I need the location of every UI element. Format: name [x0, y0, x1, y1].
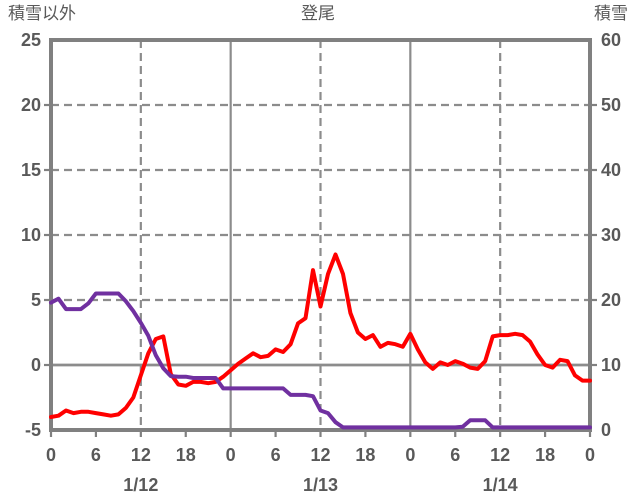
left-axis-tick-label: 15 — [21, 160, 41, 180]
right-axis-tick-label: 60 — [601, 30, 621, 50]
x-axis-tick-label: 12 — [490, 445, 510, 465]
left-axis-tick-label: 5 — [31, 290, 41, 310]
plot-frame — [49, 38, 592, 432]
x-axis-tick-label: 6 — [450, 445, 460, 465]
right-axis-tick-label: 20 — [601, 290, 621, 310]
x-axis-tick-label: 0 — [226, 445, 236, 465]
date-label: 1/13 — [303, 475, 338, 495]
right-axis-tick-label: 40 — [601, 160, 621, 180]
right-axis-title: 積雪 — [594, 4, 628, 23]
date-label: 1/14 — [483, 475, 518, 495]
x-axis-tick-label: 18 — [355, 445, 375, 465]
x-axis-tick-label: 6 — [271, 445, 281, 465]
left-axis-tick-label: 20 — [21, 95, 41, 115]
chart-title: 登尾 — [301, 4, 335, 23]
x-axis-tick-label: 18 — [535, 445, 555, 465]
right-axis-tick-label: 0 — [601, 420, 611, 440]
right-axis-tick-label: 30 — [601, 225, 621, 245]
left-axis-tick-label: 0 — [31, 355, 41, 375]
left-axis-tick-label: 25 — [21, 30, 41, 50]
x-axis-tick-label: 12 — [310, 445, 330, 465]
left-axis-title: 積雪以外 — [8, 4, 76, 23]
x-axis-tick-label: 0 — [46, 445, 56, 465]
right-axis-tick-label: 50 — [601, 95, 621, 115]
x-axis-tick-label: 0 — [405, 445, 415, 465]
x-axis-tick-label: 18 — [176, 445, 196, 465]
date-label: 1/12 — [123, 475, 158, 495]
right-axis-tick-label: 10 — [601, 355, 621, 375]
left-axis-tick-label: 10 — [21, 225, 41, 245]
x-axis-tick-label: 0 — [585, 445, 595, 465]
red-series-line — [49, 252, 592, 419]
left-axis-tick-label: -5 — [25, 420, 41, 440]
x-axis-tick-label: 6 — [91, 445, 101, 465]
x-axis-tick-label: 12 — [131, 445, 151, 465]
purple-series-line — [49, 291, 592, 430]
